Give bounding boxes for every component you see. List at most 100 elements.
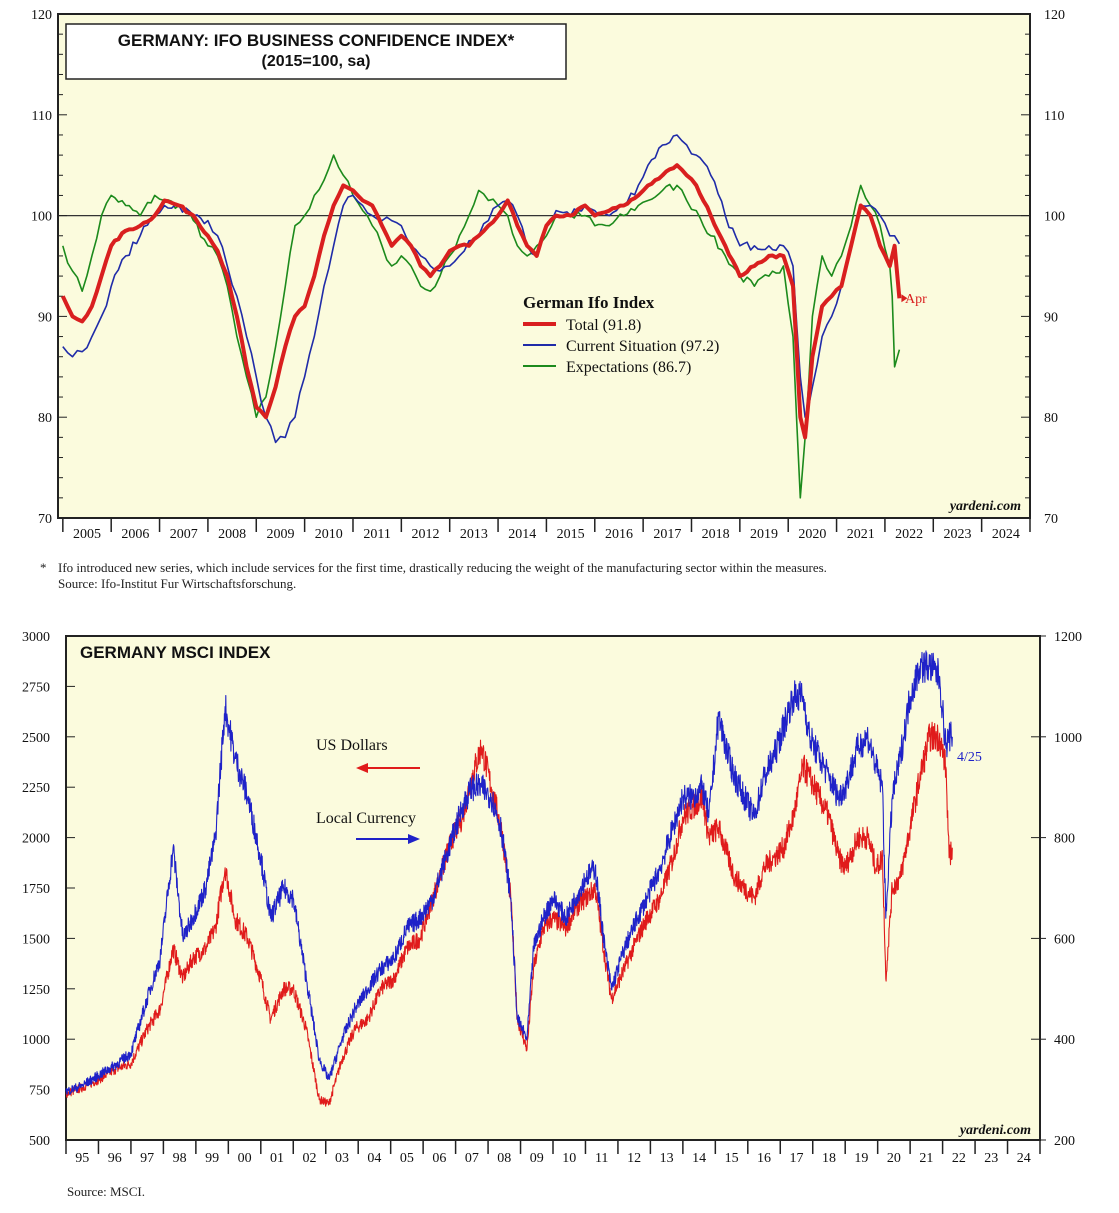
ifo-y-tick-label-left: 80 [38, 411, 52, 426]
msci-last-point-label: 4/25 [957, 750, 982, 765]
msci-x-tick-label: 16 [757, 1151, 771, 1166]
msci-x-tick-label: 03 [335, 1151, 349, 1166]
ifo-x-tick-label: 2013 [460, 527, 488, 542]
ifo-x-tick-label: 2024 [992, 527, 1020, 542]
ifo-x-tick-label: 2018 [702, 527, 730, 542]
ifo-plot-background [57, 13, 1031, 519]
ifo-x-tick-label: 2019 [750, 527, 778, 542]
msci-series-us-dollars [65, 721, 953, 1107]
ifo-footnote-star: * [40, 560, 47, 575]
ifo-y-tick-label-right: 70 [1044, 512, 1058, 527]
msci-x-tick-label: 02 [303, 1151, 317, 1166]
ifo-y-tick-label-left: 110 [32, 109, 52, 124]
ifo-x-tick-label: 2016 [605, 527, 633, 542]
msci-y-tick-label-left: 500 [29, 1134, 50, 1149]
msci-y-tick-label-left: 2000 [22, 832, 50, 847]
ifo-legend-label-expectations: Expectations (86.7) [566, 359, 691, 376]
ifo-y-tick-label-right: 110 [1044, 109, 1064, 124]
ifo-x-tick-label: 2017 [653, 527, 681, 542]
msci-y-tick-label-right: 1000 [1054, 731, 1082, 746]
ifo-x-tick-label: 2015 [557, 527, 585, 542]
msci-x-tick-label: 11 [595, 1151, 608, 1166]
msci-x-tick-label: 18 [822, 1151, 836, 1166]
msci-y-tick-label-left: 1750 [22, 882, 50, 897]
msci-source-mark: yardeni.com [958, 1123, 1031, 1138]
msci-x-tick-label: 97 [140, 1151, 154, 1166]
ifo-x-tick-label: 2022 [895, 527, 923, 542]
msci-y-tick-label-left: 1500 [22, 932, 50, 947]
ifo-source-text: Source: Ifo-Institut Fur Wirtschaftsfors… [58, 576, 297, 591]
msci-x-tick-label: 06 [432, 1151, 446, 1166]
msci-x-tick-label: 17 [790, 1151, 804, 1166]
ifo-series-total [60, 163, 902, 440]
msci-chart-svg: 5007501000125015001750200022502500275030… [22, 630, 1082, 1166]
msci-x-tick-label: 13 [660, 1151, 674, 1166]
ifo-y-tick-label-right: 90 [1044, 310, 1058, 325]
msci-x-tick-label: 08 [497, 1151, 511, 1166]
ifo-y-tick-label-left: 120 [31, 8, 52, 23]
ifo-footnote: * Ifo introduced new series, which includ… [40, 560, 1100, 592]
msci-x-tick-label: 01 [270, 1151, 284, 1166]
ifo-chart-subtitle: (2015=100, sa) [262, 53, 371, 70]
msci-source: Source: MSCI. [67, 1184, 145, 1199]
msci-x-tick-label: 24 [1017, 1151, 1031, 1166]
msci-y-tick-label-right: 200 [1054, 1134, 1075, 1149]
msci-legend-arrow-local [356, 834, 420, 844]
msci-y-tick-label-right: 600 [1054, 932, 1075, 947]
ifo-legend-label-current: Current Situation (97.2) [566, 338, 719, 355]
ifo-source-mark: yardeni.com [948, 499, 1021, 514]
ifo-x-tick-label: 2014 [508, 527, 536, 542]
ifo-legend-title: German Ifo Index [523, 293, 655, 312]
msci-legend-arrow-usd [356, 763, 420, 773]
msci-chart-title: GERMANY MSCI INDEX [80, 643, 271, 662]
ifo-x-tick-label: 2021 [847, 527, 875, 542]
msci-x-tick-label: 21 [919, 1151, 933, 1166]
msci-y-tick-label-left: 2500 [22, 731, 50, 746]
ifo-legend-entry-expectations: Expectations (86.7) [523, 359, 691, 376]
ifo-last-point-marker [901, 294, 908, 303]
msci-x-tick-label: 04 [367, 1151, 381, 1166]
msci-x-tick-label: 12 [627, 1151, 641, 1166]
ifo-x-tick-label: 2011 [363, 527, 390, 542]
ifo-chart: 70 70 80 80 90 90 100 100 110 110 120 120 2005 2006 20… [0, 0, 1119, 545]
msci-y-tick-label-left: 1000 [22, 1033, 50, 1048]
ifo-y-tick-label-left: 90 [38, 310, 52, 325]
msci-x-tick-label: 07 [465, 1151, 479, 1166]
msci-x-tick-label: 98 [173, 1151, 187, 1166]
msci-x-tick-label: 96 [108, 1151, 122, 1166]
msci-series-local-currency [65, 650, 953, 1095]
msci-y-tick-label-right: 400 [1054, 1033, 1075, 1048]
msci-legend-label-usd: US Dollars [316, 737, 388, 754]
ifo-x-tick-label: 2006 [121, 527, 149, 542]
ifo-x-tick-label: 2007 [170, 527, 198, 542]
msci-chart: 500 750 1000 1250 1500 1750 2000 2250 2500 2750 30… [0, 610, 1119, 1180]
ifo-last-point-label: Apr [905, 292, 927, 307]
ifo-x-tick-label: 2010 [315, 527, 343, 542]
msci-y-tick-label-left: 3000 [22, 630, 50, 645]
ifo-x-tick-label: 2008 [218, 527, 246, 542]
ifo-chart-svg: 70 70 80 80 90 90 100 100 110 110 120 120 2005 2006 20… [31, 8, 1065, 542]
ifo-footnote-text: Ifo introduced new series, which include… [58, 560, 827, 575]
msci-legend-label-local: Local Currency [316, 810, 416, 827]
ifo-x-tick-label: 2020 [798, 527, 826, 542]
ifo-legend-label-total: Total (91.8) [566, 317, 641, 334]
ifo-title-box [65, 23, 567, 80]
ifo-y-tick-label-right: 80 [1044, 411, 1058, 426]
msci-x-tick-label: 05 [400, 1151, 414, 1166]
msci-y-tick-label-right: 800 [1054, 832, 1075, 847]
msci-x-tick-label: 00 [238, 1151, 252, 1166]
ifo-y-tick-label-right: 100 [1044, 210, 1065, 225]
ifo-y-tick-label-left: 70 [38, 512, 52, 527]
msci-x-tick-label: 15 [725, 1151, 739, 1166]
msci-x-tick-label: 20 [887, 1151, 901, 1166]
ifo-y-tick-label-right: 120 [1044, 8, 1065, 23]
msci-x-tick-label: 95 [75, 1151, 89, 1166]
ifo-x-tick-label: 2005 [73, 527, 101, 542]
ifo-y-tick-label-left: 100 [31, 210, 52, 225]
msci-x-tick-label: 23 [984, 1151, 998, 1166]
msci-x-tick-label: 22 [952, 1151, 966, 1166]
ifo-x-tick-label: 2009 [266, 527, 294, 542]
msci-y-tick-label-left: 2750 [22, 680, 50, 695]
msci-x-tick-label: 10 [562, 1151, 576, 1166]
ifo-chart-title: GERMANY: IFO BUSINESS CONFIDENCE INDEX* [118, 31, 515, 50]
